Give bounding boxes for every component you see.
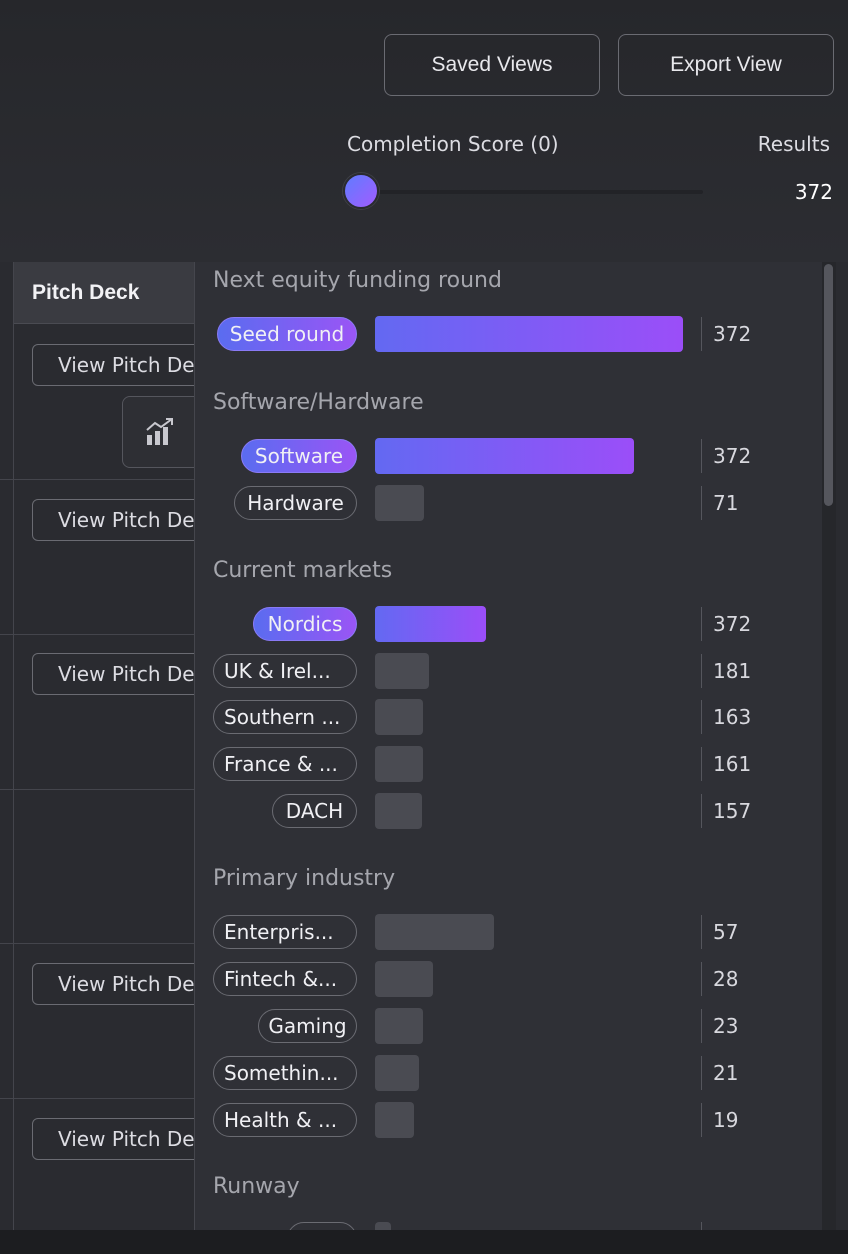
facet-bar bbox=[375, 653, 429, 689]
facet-bar bbox=[375, 914, 494, 950]
facet-title-funding-round: Next equity funding round bbox=[213, 268, 502, 293]
chart-trend-icon bbox=[146, 418, 173, 445]
facet-pill-southern-europe[interactable]: Southern ... bbox=[213, 700, 357, 734]
facet-bar bbox=[375, 485, 424, 521]
facet-pill-software[interactable]: Software bbox=[241, 439, 357, 473]
row-divider bbox=[0, 943, 194, 944]
facet-pill-gaming[interactable]: Gaming bbox=[258, 1009, 357, 1043]
facet-pill-runway-partial[interactable] bbox=[287, 1222, 357, 1230]
facet-pill-enterprise[interactable]: Enterpris... bbox=[213, 915, 357, 949]
facet-bar bbox=[375, 1008, 423, 1044]
panel-scrollbar-thumb[interactable] bbox=[824, 264, 833, 506]
facet-title-software-hardware: Software/Hardware bbox=[213, 390, 424, 415]
pitch-deck-column-header[interactable]: Pitch Deck bbox=[14, 262, 194, 324]
facet-bar bbox=[375, 746, 423, 782]
facet-dropdown-panel: Next equity funding round Seed round 372… bbox=[194, 262, 822, 1230]
facet-pill-uk-ireland[interactable]: UK & Irel... bbox=[213, 654, 357, 688]
view-pitch-deck-button[interactable]: View Pitch Deck bbox=[32, 344, 222, 386]
facet-count: 181 bbox=[713, 659, 752, 683]
facet-bar bbox=[375, 1055, 419, 1091]
results-label: Results bbox=[757, 132, 830, 156]
row-divider bbox=[0, 634, 194, 635]
bottom-strip bbox=[0, 1230, 848, 1254]
facet-separator bbox=[701, 1103, 702, 1137]
facet-pill-france[interactable]: France & ... bbox=[213, 747, 357, 781]
facet-separator bbox=[701, 1222, 702, 1230]
facet-count: 372 bbox=[713, 444, 752, 468]
facet-bar bbox=[375, 1102, 414, 1138]
export-view-button[interactable]: Export View bbox=[618, 34, 834, 96]
facet-title-runway: Runway bbox=[213, 1174, 300, 1199]
facet-count: 28 bbox=[713, 967, 739, 991]
completion-score-slider-track[interactable] bbox=[360, 190, 703, 194]
facet-separator bbox=[701, 317, 702, 351]
facet-separator bbox=[701, 700, 702, 734]
facet-bar bbox=[375, 606, 486, 642]
facet-count: 71 bbox=[713, 491, 739, 515]
facet-title-primary-industry: Primary industry bbox=[213, 866, 396, 891]
row-divider bbox=[0, 479, 194, 480]
facet-count: 372 bbox=[713, 322, 752, 346]
pitch-deck-header-label: Pitch Deck bbox=[32, 281, 140, 304]
facet-count: 163 bbox=[713, 705, 752, 729]
facet-separator bbox=[701, 794, 702, 828]
top-toolbar: Saved Views Export View Completion Score… bbox=[0, 0, 848, 262]
facet-pill-seed-round[interactable]: Seed round bbox=[217, 317, 357, 351]
facet-separator bbox=[701, 1009, 702, 1043]
facet-count: 157 bbox=[713, 799, 752, 823]
facet-pill-dach[interactable]: DACH bbox=[272, 794, 357, 828]
completion-score-slider-handle[interactable] bbox=[343, 173, 379, 209]
facet-bar bbox=[375, 793, 422, 829]
facet-pill-fintech[interactable]: Fintech &... bbox=[213, 962, 357, 996]
row-divider bbox=[0, 1098, 194, 1099]
facet-count: 19 bbox=[713, 1108, 739, 1132]
facet-pill-health[interactable]: Health & ... bbox=[213, 1103, 357, 1137]
table-divider bbox=[13, 262, 14, 1230]
facet-bar bbox=[375, 316, 683, 352]
completion-score-label: Completion Score (0) bbox=[347, 132, 559, 156]
results-count: 372 bbox=[794, 180, 833, 204]
facet-separator bbox=[701, 1056, 702, 1090]
view-pitch-deck-button[interactable]: View Pitch Deck bbox=[32, 499, 222, 541]
facet-pill-hardware[interactable]: Hardware bbox=[234, 486, 357, 520]
facet-pill-something[interactable]: Somethin... bbox=[213, 1056, 357, 1090]
facet-count: 23 bbox=[713, 1014, 739, 1038]
facet-separator bbox=[701, 607, 702, 641]
facet-bar bbox=[375, 1222, 391, 1230]
facet-count: 21 bbox=[713, 1061, 739, 1085]
facet-count: 372 bbox=[713, 612, 752, 636]
facet-separator bbox=[701, 747, 702, 781]
facet-separator bbox=[701, 654, 702, 688]
facet-pill-nordics[interactable]: Nordics bbox=[253, 607, 357, 641]
facet-separator bbox=[701, 486, 702, 520]
facet-count: 161 bbox=[713, 752, 752, 776]
view-pitch-deck-button[interactable]: View Pitch Deck bbox=[32, 1118, 222, 1160]
facet-separator bbox=[701, 962, 702, 996]
saved-views-button[interactable]: Saved Views bbox=[384, 34, 600, 96]
facet-count: 57 bbox=[713, 920, 739, 944]
view-pitch-deck-button[interactable]: View Pitch Deck bbox=[32, 653, 222, 695]
facet-separator bbox=[701, 915, 702, 949]
facet-bar bbox=[375, 699, 423, 735]
chart-button[interactable] bbox=[122, 396, 202, 468]
facet-title-current-markets: Current markets bbox=[213, 558, 393, 583]
facet-bar bbox=[375, 961, 433, 997]
facet-separator bbox=[701, 439, 702, 473]
row-divider bbox=[0, 789, 194, 790]
facet-bar bbox=[375, 438, 634, 474]
